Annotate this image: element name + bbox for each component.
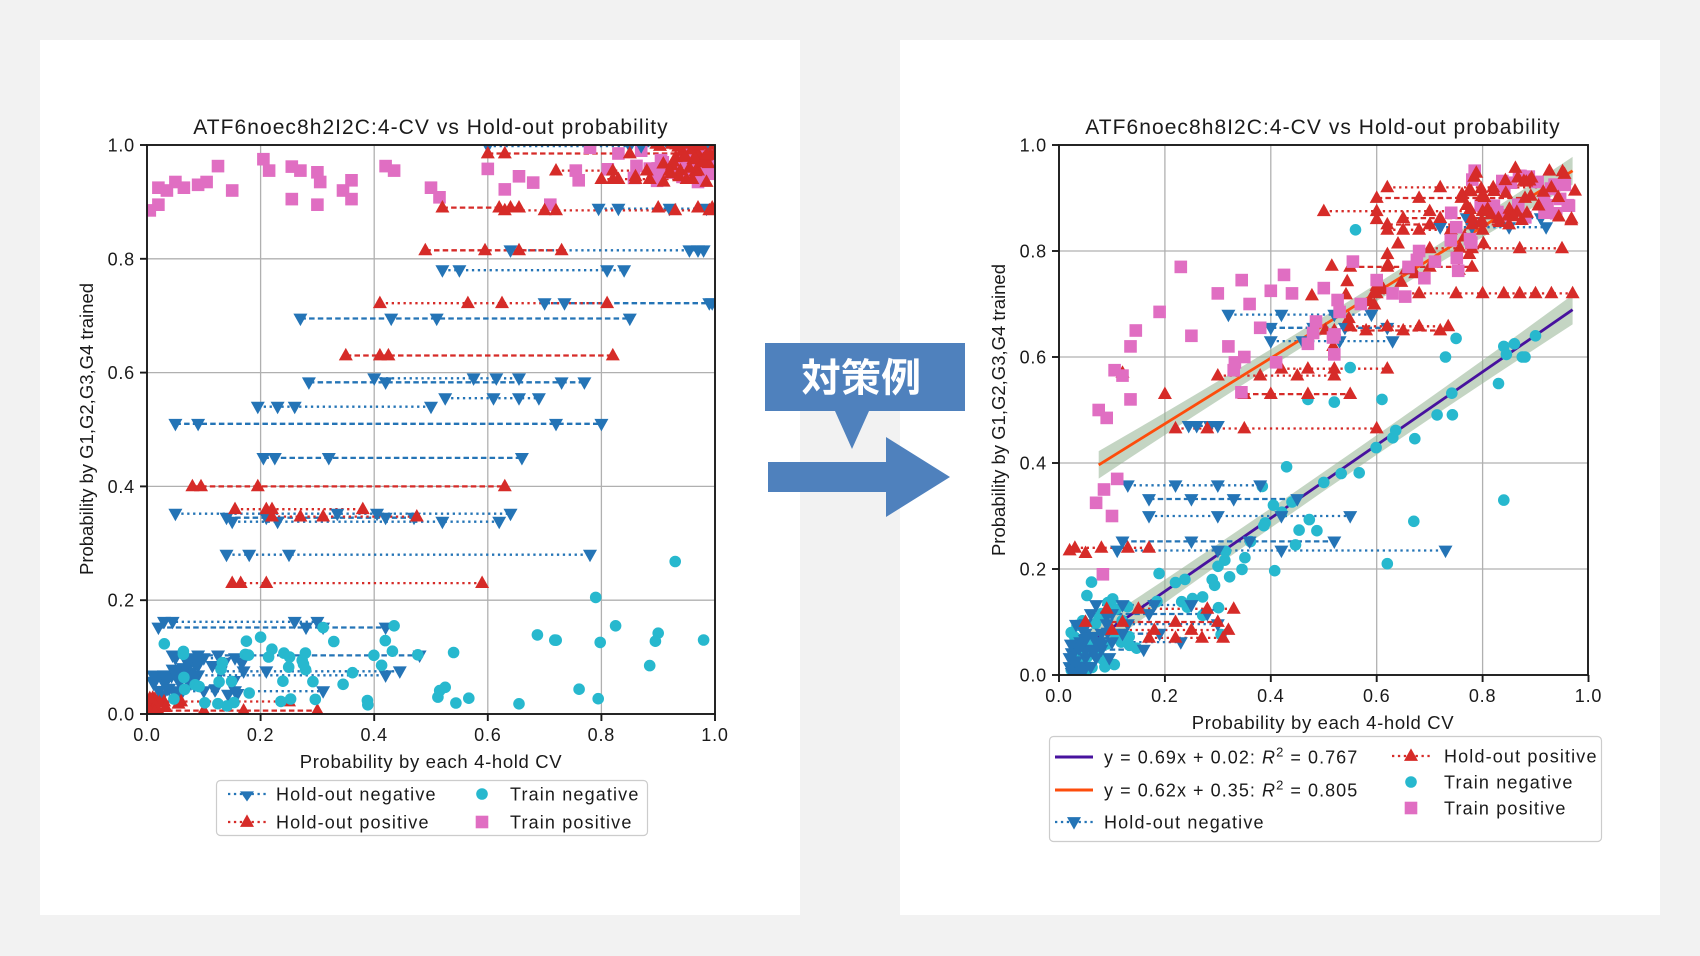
svg-text:1.0: 1.0 [1020, 136, 1047, 156]
svg-text:Hold-out negative: Hold-out negative [276, 785, 437, 805]
svg-text:ATF6noec8h2I2C:4-CV vs Hold-ou: ATF6noec8h2I2C:4-CV vs Hold-out probabil… [193, 116, 668, 139]
svg-text:0.6: 0.6 [1020, 348, 1047, 368]
svg-text:0.6: 0.6 [474, 725, 501, 745]
svg-text:Hold-out positive: Hold-out positive [1444, 747, 1598, 767]
svg-text:0.0: 0.0 [133, 725, 160, 745]
svg-text:0.2: 0.2 [1151, 686, 1178, 706]
svg-text:0.8: 0.8 [1020, 242, 1047, 262]
svg-text:0.8: 0.8 [1469, 686, 1496, 706]
svg-text:0.4: 0.4 [1020, 454, 1047, 474]
svg-text:Probability by G1,G2,G3,G4 tra: Probability by G1,G2,G3,G4 trained [76, 283, 97, 575]
svg-text:0.6: 0.6 [1363, 686, 1390, 706]
svg-text:0.8: 0.8 [588, 725, 615, 745]
svg-text:Probability by each 4-hold CV: Probability by each 4-hold CV [300, 751, 563, 772]
svg-text:Hold-out negative: Hold-out negative [1104, 813, 1265, 833]
svg-text:Train positive: Train positive [510, 813, 632, 833]
svg-text:0.4: 0.4 [108, 477, 135, 497]
svg-text:0.4: 0.4 [360, 725, 387, 745]
svg-text:Hold-out positive: Hold-out positive [276, 813, 430, 833]
svg-text:Probability by G1,G2,G3,G4 tra: Probability by G1,G2,G3,G4 trained [988, 264, 1009, 556]
svg-text:y = 0.69x + 0.02: R2 = 0.767: y = 0.69x + 0.02: R2 = 0.767 [1104, 745, 1358, 768]
svg-text:Train positive: Train positive [1444, 799, 1566, 819]
svg-text:0.4: 0.4 [1257, 686, 1284, 706]
svg-text:0.2: 0.2 [247, 725, 274, 745]
svg-text:y = 0.62x + 0.35: R2 = 0.805: y = 0.62x + 0.35: R2 = 0.805 [1104, 778, 1358, 801]
svg-text:Train negative: Train negative [510, 785, 640, 805]
svg-text:0.0: 0.0 [1020, 666, 1047, 686]
svg-text:Train negative: Train negative [1444, 773, 1574, 793]
svg-text:0.0: 0.0 [108, 705, 135, 725]
svg-text:1.0: 1.0 [1575, 686, 1602, 706]
svg-text:0.2: 0.2 [108, 591, 135, 611]
svg-text:0.0: 0.0 [1045, 686, 1072, 706]
svg-text:1.0: 1.0 [108, 136, 135, 156]
svg-text:0.6: 0.6 [108, 363, 135, 383]
svg-text:0.2: 0.2 [1020, 560, 1047, 580]
svg-text:ATF6noec8h8I2C:4-CV vs Hold-ou: ATF6noec8h8I2C:4-CV vs Hold-out probabil… [1085, 116, 1560, 139]
svg-text:0.8: 0.8 [108, 249, 135, 269]
svg-text:1.0: 1.0 [701, 725, 728, 745]
svg-text:Probability by each 4-hold CV: Probability by each 4-hold CV [1192, 712, 1455, 733]
